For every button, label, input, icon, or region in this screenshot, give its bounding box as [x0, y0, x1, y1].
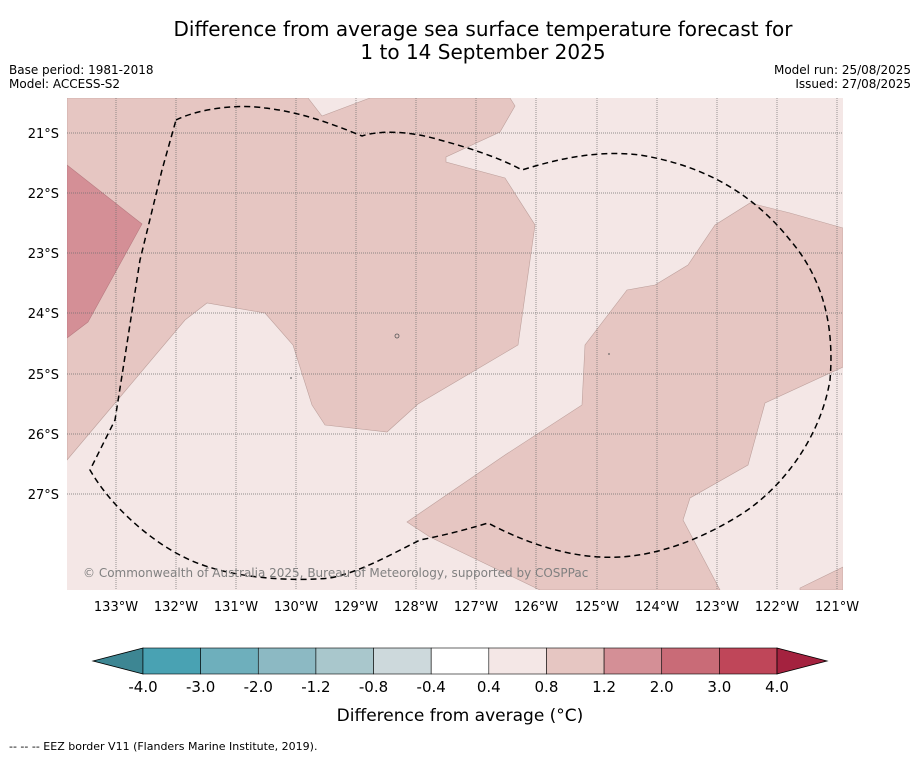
longitude-labels: 133°W 132°W 131°W 130°W 129°W 128°W 127°W 126°W…	[94, 600, 859, 615]
longitude-label: 132°W	[154, 600, 198, 615]
colorbar-tick-label: -4.0	[128, 678, 157, 696]
copyright-notice: © Commonwealth of Australia 2025, Bureau…	[83, 566, 588, 580]
meta-left: Base period: 1981-2018 Model: ACCESS-S2	[9, 63, 154, 91]
colorbar-segment	[546, 647, 605, 675]
colorbar-tick-label: 1.2	[592, 678, 616, 696]
colorbar-tick-label: 0.4	[477, 678, 501, 696]
title-line-1: Difference from average sea surface temp…	[173, 17, 793, 41]
colorbar-tick-label: 4.0	[765, 678, 789, 696]
colorbar-segment	[661, 647, 720, 675]
colorbar-tick-labels: -4.0 -3.0 -2.0 -1.2 -0.8 -0.4 0.4 0.8 1.2 2.0 3.0 4…	[128, 678, 789, 696]
longitude-label: 124°W	[635, 600, 679, 615]
colorbar-tick-label: -1.2	[301, 678, 330, 696]
base-period: Base period: 1981-2018	[9, 63, 154, 77]
longitude-label: 126°W	[514, 600, 558, 615]
colorbar	[91, 647, 829, 675]
model-name: Model: ACCESS-S2	[9, 77, 121, 91]
colorbar-tick-label: -0.8	[359, 678, 388, 696]
colorbar-tick-label: -2.0	[244, 678, 273, 696]
latitude-label: 27°S	[28, 488, 59, 503]
title-line-2: 1 to 14 September 2025	[360, 40, 606, 64]
latitude-label: 24°S	[28, 307, 59, 322]
colorbar-tick-label: 3.0	[707, 678, 731, 696]
longitude-label: 130°W	[274, 600, 318, 615]
latitude-label: 26°S	[28, 428, 59, 443]
colorbar-segment	[315, 647, 374, 675]
latitude-label: 21°S	[28, 127, 59, 142]
colorbar-tick-label: -3.0	[186, 678, 215, 696]
longitude-label: 122°W	[755, 600, 799, 615]
colorbar-tick-label: -0.4	[417, 678, 446, 696]
latitude-label: 23°S	[28, 247, 59, 262]
longitude-label: 131°W	[214, 600, 258, 615]
colorbar-segment	[430, 647, 490, 675]
colorbar-segment	[200, 647, 259, 675]
longitude-label: 129°W	[334, 600, 378, 615]
longitude-label: 123°W	[695, 600, 739, 615]
longitude-label: 128°W	[394, 600, 438, 615]
colorbar-segment	[603, 647, 663, 675]
model-run: Model run: 25/08/2025	[773, 63, 911, 77]
longitude-label: 121°W	[815, 600, 859, 615]
latitude-label: 22°S	[28, 187, 59, 202]
colorbar-extend-high	[776, 647, 829, 675]
chart-title: Difference from average sea surface temp…	[0, 18, 919, 64]
colorbar-tick-label: 0.8	[535, 678, 559, 696]
latitude-labels: 21°S 22°S 23°S 24°S 25°S 26°S 27°S	[28, 127, 59, 503]
graticule	[67, 98, 843, 590]
latitude-label: 25°S	[28, 368, 59, 383]
anomaly-speck	[394, 333, 400, 339]
colorbar-segment	[257, 647, 317, 675]
colorbar-segment	[373, 647, 432, 675]
anomaly-region-medium-southeast	[799, 566, 843, 590]
meta-right: Model run: 25/08/2025 Issued: 27/08/2025	[774, 63, 911, 91]
colorbar-label: Difference from average (°C)	[337, 706, 584, 726]
anomaly-region-medium-east	[406, 202, 843, 590]
issued-date: Issued: 27/08/2025	[795, 77, 911, 91]
colorbar-segment	[142, 647, 201, 675]
longitude-label: 127°W	[454, 600, 498, 615]
map-area: © Commonwealth of Australia 2025, Bureau…	[67, 98, 843, 590]
colorbar-tick-label: 2.0	[650, 678, 674, 696]
colorbar-segment	[719, 647, 778, 675]
anomaly-region-strong-west	[67, 164, 143, 339]
longitude-label: 125°W	[575, 600, 619, 615]
colorbar-segment	[488, 647, 547, 675]
eez-border	[89, 105, 832, 581]
eez-footnote: -- -- -- EEZ border V11 (Flanders Marine…	[9, 740, 318, 753]
colorbar-extend-low	[91, 647, 144, 675]
longitude-label: 133°W	[94, 600, 138, 615]
